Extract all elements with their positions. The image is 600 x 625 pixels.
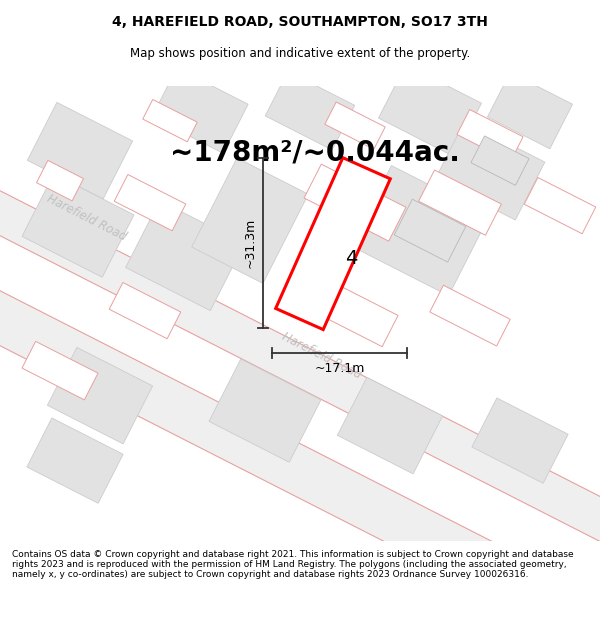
Polygon shape (28, 102, 133, 199)
Polygon shape (0, 286, 600, 625)
Polygon shape (394, 199, 466, 262)
Text: ~178m²/~0.044ac.: ~178m²/~0.044ac. (170, 139, 460, 167)
Polygon shape (487, 72, 572, 149)
Polygon shape (109, 282, 181, 339)
Text: ~17.1m: ~17.1m (314, 362, 365, 375)
Text: Map shows position and indicative extent of the property.: Map shows position and indicative extent… (130, 48, 470, 60)
Polygon shape (524, 177, 596, 234)
Polygon shape (47, 348, 152, 444)
Polygon shape (350, 166, 490, 296)
Polygon shape (379, 64, 481, 157)
Text: Harefield Road: Harefield Road (280, 330, 364, 381)
Polygon shape (265, 71, 355, 150)
Polygon shape (325, 102, 385, 149)
Polygon shape (143, 99, 197, 142)
Polygon shape (209, 359, 321, 462)
Polygon shape (125, 201, 244, 311)
Polygon shape (419, 170, 502, 235)
Polygon shape (275, 158, 391, 329)
Polygon shape (302, 274, 398, 347)
Polygon shape (471, 136, 529, 186)
Polygon shape (152, 68, 248, 153)
Polygon shape (337, 378, 443, 474)
Polygon shape (472, 398, 568, 483)
Polygon shape (304, 164, 406, 241)
Polygon shape (27, 418, 123, 503)
Polygon shape (435, 121, 545, 220)
Text: Contains OS data © Crown copyright and database right 2021. This information is : Contains OS data © Crown copyright and d… (12, 549, 574, 579)
Text: 4, HAREFIELD ROAD, SOUTHAMPTON, SO17 3TH: 4, HAREFIELD ROAD, SOUTHAMPTON, SO17 3TH (112, 15, 488, 29)
Polygon shape (22, 341, 98, 400)
Polygon shape (430, 285, 510, 346)
Text: Harefield Road: Harefield Road (45, 192, 129, 243)
Polygon shape (0, 186, 600, 546)
Polygon shape (22, 174, 134, 278)
Polygon shape (191, 158, 308, 283)
Polygon shape (37, 161, 83, 201)
Polygon shape (457, 109, 523, 162)
Polygon shape (114, 174, 186, 231)
Text: 4: 4 (345, 249, 357, 268)
Text: ~31.3m: ~31.3m (244, 217, 257, 268)
